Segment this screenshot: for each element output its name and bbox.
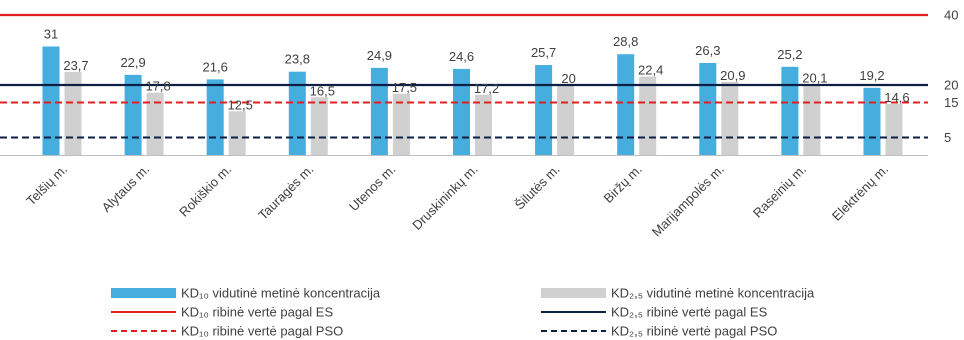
category-label-utenos-m: Utenos m. [346,162,399,215]
kd10-bar-alytaus-m [124,74,142,155]
category-label-silutes-m: Šilutės m. [512,162,563,213]
legend-label-kd-ribine-verte-pagal-es: KD₂,₅ ribinė vertė pagal ES [611,305,768,320]
kd25-bar-utenos-m [392,93,410,155]
kd25-bar-druskininku-m [475,94,492,155]
kd25-value-label-taurages-m: 16,5 [310,83,335,98]
category-label-druskininku-m: Druskininkų m. [409,162,480,233]
kd25-bar-raseiniu-m [803,84,821,155]
kd10-value-label-elektrenu-m: 19,2 [859,68,884,83]
kd10-bar-silutes-m [535,65,553,155]
kd25-value-label-birzu-m: 22,4 [638,63,663,78]
legend-label-kd-ribine-verte-pagal-pso: KD₂,₅ ribinė vertė pagal PSO [611,324,777,339]
kd25-value-label-alytaus-m: 17,8 [145,79,170,94]
y-tick-label-5: 5 [944,130,951,145]
kd10-bar-utenos-m [370,67,388,155]
kd25-value-label-druskininku-m: 17,2 [474,81,499,96]
legend-swatch-kd-vidutine-metine-koncentracija [111,288,176,298]
legend-swatch-kd-vidutine-metine-koncentracija [541,288,606,298]
y-tick-label-15: 15 [944,95,958,110]
category-label-taurages-m: Tauragės m. [255,162,316,223]
legend-label-kd-vidutine-metine-koncentracija: KD₂,₅ vidutinė metinė koncentracija [611,286,815,301]
kd25-value-label-marijampoles-m: 20,9 [720,68,745,83]
kd10-bar-telsiu-m [42,46,60,155]
kd25-value-label-rokiskio-m: 12,5 [228,97,253,112]
kd10-bar-raseiniu-m [781,66,799,155]
kd10-value-label-rokiskio-m: 21,6 [203,59,228,74]
kd10-bar-marijampoles-m [699,62,717,156]
kd10-value-label-silutes-m: 25,7 [531,45,556,60]
kd25-bar-taurages-m [310,97,328,155]
y-tick-label-40: 40 [944,8,958,23]
legend-label-kd-ribine-verte-pagal-pso: KD₁₀ ribinė vertė pagal PSO [181,324,343,339]
kd25-bar-silutes-m [557,85,575,155]
kd10-value-label-druskininku-m: 24,6 [449,49,474,64]
kd10-value-label-birzu-m: 28,8 [613,34,638,49]
legend-label-kd-vidutine-metine-koncentracija: KD₁₀ vidutinė metinė koncentracija [181,286,381,301]
category-label-birzu-m: Biržų m. [601,162,645,206]
kd25-value-label-silutes-m: 20 [561,71,575,86]
kd10-value-label-utenos-m: 24,9 [367,48,392,63]
kd25-bar-marijampoles-m [721,81,739,155]
kd10-value-label-marijampoles-m: 26,3 [695,43,720,58]
kd25-value-label-telsiu-m: 23,7 [63,58,88,73]
kd25-bar-rokiskio-m [228,111,246,155]
kd10-value-label-telsiu-m: 31 [44,27,58,42]
kd25-bar-alytaus-m [146,92,164,155]
kd10-bar-taurages-m [288,71,306,155]
kd25-bar-telsiu-m [64,72,82,155]
kd25-bar-birzu-m [639,76,657,155]
kd25-value-label-raseiniu-m: 20,1 [802,71,827,86]
category-label-telsiu-m: Telšių m. [23,162,70,209]
kd25-value-label-utenos-m: 17,5 [392,80,417,95]
y-tick-label-20: 20 [944,78,958,93]
category-label-elektrenu-m: Elektrėnų m. [829,162,891,224]
kd10-value-label-raseiniu-m: 25,2 [777,47,802,62]
kd10-bar-druskininku-m [453,68,470,155]
kd10-value-label-alytaus-m: 22,9 [120,55,145,70]
kd10-bar-rokiskio-m [206,79,224,155]
legend-label-kd-ribine-verte-pagal-es: KD₁₀ ribinė vertė pagal ES [181,305,333,320]
kd25-value-label-elektrenu-m: 14,6 [884,90,909,105]
kd25-bar-elektrenu-m [885,103,903,155]
category-label-rokiskio-m: Rokiškio m. [176,162,234,220]
category-label-raseiniu-m: Raseinių m. [750,162,809,221]
category-label-alytaus-m: Alytaus m. [99,162,153,216]
kd10-bar-birzu-m [617,54,635,156]
kd10-bar-elektrenu-m [863,87,881,155]
kd10-value-label-taurages-m: 23,8 [285,52,310,67]
category-label-marijampoles-m: Marijampolės m. [649,162,727,240]
